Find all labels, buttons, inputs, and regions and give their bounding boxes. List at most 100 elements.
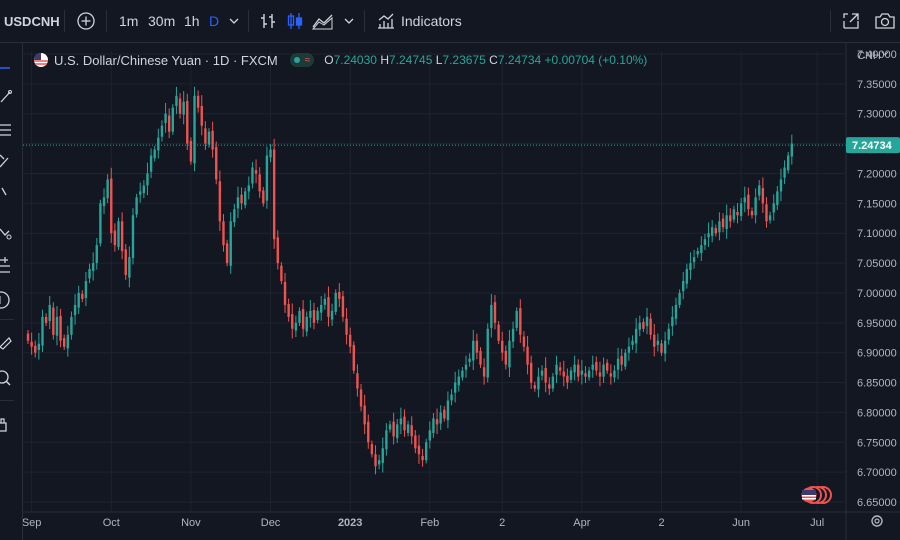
candle <box>305 311 308 337</box>
chart-grid <box>23 51 845 511</box>
symbol-search[interactable]: USDCNH <box>4 13 60 29</box>
brush-icon[interactable] <box>0 153 18 171</box>
candle <box>341 290 345 322</box>
candle <box>222 214 225 252</box>
interval-30m[interactable]: 30m <box>148 13 176 29</box>
candle <box>450 389 453 406</box>
candle <box>131 208 135 265</box>
interval-1d[interactable]: D <box>209 13 220 29</box>
pattern-icon[interactable] <box>0 185 18 203</box>
bars-style-button[interactable] <box>258 0 278 42</box>
us-flag-icon <box>34 52 48 67</box>
events-flags[interactable] <box>801 486 832 504</box>
candle <box>739 197 743 222</box>
candle <box>497 321 500 344</box>
time-tick-label: Jun <box>732 517 750 529</box>
currency-label[interactable]: CNH <box>857 50 881 62</box>
candle <box>620 348 623 372</box>
symbol-title[interactable]: U.S. Dollar/Chinese Yuan · 1D · FXCM <box>54 52 278 68</box>
candle <box>428 421 432 449</box>
candle <box>573 355 576 381</box>
candle <box>776 186 779 210</box>
candle <box>70 311 73 340</box>
interval-dropdown[interactable] <box>228 0 240 42</box>
candle <box>327 286 330 327</box>
lock-icon[interactable] <box>0 415 18 433</box>
settings-gear-icon[interactable] <box>871 515 883 527</box>
interval-1m[interactable]: 1m <box>119 13 139 29</box>
candle <box>479 347 482 368</box>
candles-style-button[interactable] <box>285 0 305 42</box>
candle <box>99 199 102 247</box>
chart-type-dropdown[interactable] <box>343 0 355 42</box>
candle <box>280 262 283 285</box>
candle <box>63 334 66 350</box>
candles <box>26 86 794 475</box>
candle <box>291 303 294 339</box>
candle <box>117 217 120 251</box>
candle <box>200 95 203 136</box>
compare-symbol-button[interactable] <box>76 0 96 42</box>
trend-line-icon[interactable] <box>0 87 18 105</box>
candle <box>529 355 533 390</box>
candle <box>377 454 381 470</box>
icon-tool-icon[interactable] <box>0 291 18 309</box>
chevron-down-icon[interactable] <box>881 51 889 56</box>
candle <box>558 361 562 376</box>
candle <box>309 300 312 328</box>
candle <box>120 212 124 260</box>
ruler-icon[interactable] <box>0 333 18 351</box>
bars-icon <box>261 14 275 28</box>
candle <box>381 437 384 473</box>
price-tick-label: 6.70000 <box>857 467 897 479</box>
candle <box>638 315 641 337</box>
candle <box>544 357 547 393</box>
candle <box>663 331 667 362</box>
candle <box>689 252 692 280</box>
candle <box>48 295 51 330</box>
projection-icon[interactable] <box>0 223 18 241</box>
price-chart[interactable]: 7.400007.350007.300007.250007.200007.150… <box>23 43 900 540</box>
open-value: 7.24030 <box>333 53 377 67</box>
candle <box>540 365 544 381</box>
status-dot-icon <box>293 57 300 63</box>
market-status-badge[interactable]: ≈ <box>289 53 315 67</box>
price-axis[interactable]: 7.400007.350007.300007.250007.200007.150… <box>845 43 897 540</box>
candles-icon <box>287 13 303 29</box>
candle <box>660 339 663 356</box>
candle <box>236 186 240 219</box>
candle <box>439 405 442 430</box>
crosshair-icon[interactable] <box>0 59 18 77</box>
interval-1h[interactable]: 1h <box>184 13 200 29</box>
indicators-button[interactable]: Indicators <box>376 0 462 42</box>
time-tick-label: Apr <box>573 517 590 529</box>
candle <box>345 307 348 345</box>
close-label: C <box>489 53 498 67</box>
candle <box>736 203 739 224</box>
divider <box>0 400 14 401</box>
candle <box>729 208 732 228</box>
candle <box>682 272 685 300</box>
candle <box>30 332 33 355</box>
candle <box>367 414 370 449</box>
candle <box>316 307 319 324</box>
candle <box>178 93 182 119</box>
candle <box>537 367 540 398</box>
area-style-button[interactable] <box>311 0 335 42</box>
measure-icon[interactable] <box>0 257 18 275</box>
price-tick-label: 6.65000 <box>857 497 897 509</box>
candle <box>642 318 645 333</box>
time-axis[interactable]: Sep Oct Nov Dec 2023 Feb 2 Apr 2 Jun Jul <box>23 511 900 529</box>
candle <box>153 145 156 162</box>
candle <box>37 332 41 360</box>
candle <box>102 188 106 215</box>
candle <box>215 141 218 185</box>
candle <box>747 187 750 216</box>
fib-icon[interactable] <box>0 121 18 139</box>
fullscreen-button[interactable] <box>841 0 861 42</box>
price-tick-label: 7.05000 <box>857 258 897 270</box>
candle <box>779 168 783 202</box>
candle <box>761 177 765 214</box>
zoom-icon[interactable] <box>0 369 18 387</box>
snapshot-button[interactable] <box>874 0 896 42</box>
